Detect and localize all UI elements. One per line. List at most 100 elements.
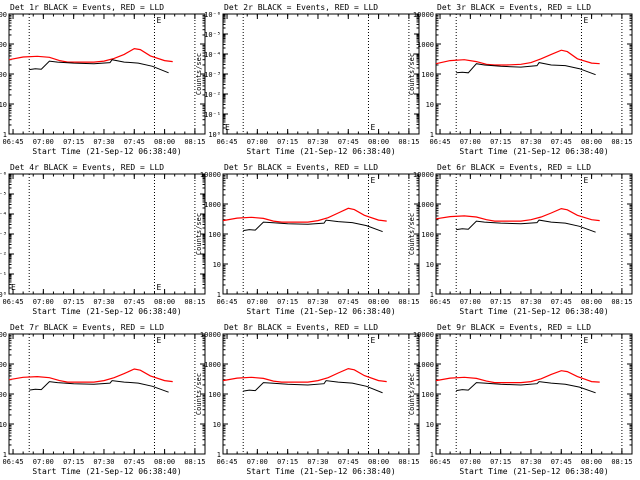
x-tick-label: 08:15 — [184, 458, 205, 466]
y-tick-label: 10000 — [200, 171, 221, 179]
x-tick-label: 07:15 — [63, 298, 84, 306]
y-tick-label: 10⁻² — [204, 91, 221, 99]
x-tick-label: 08:00 — [154, 458, 175, 466]
y-tick-label: 10⁻⁴ — [204, 51, 221, 59]
x-tick-label: 08:00 — [581, 458, 602, 466]
y-tick-label: 10⁻³ — [204, 71, 221, 79]
plot-frame — [435, 13, 633, 135]
x-tick-label: 08:00 — [368, 458, 389, 466]
x-tick-label: 07:45 — [338, 458, 359, 466]
x-tick-label: 08:00 — [581, 298, 602, 306]
plot-frame — [8, 13, 206, 135]
panel-det-4: Det 4r BLACK = Events, RED = LLD 10⁰ 10⁻¹ 1… — [0, 163, 206, 316]
y-tick-label: 10 — [426, 101, 434, 109]
x-tick-label: 07:15 — [490, 138, 511, 146]
y-tick-label: 10000 — [0, 11, 7, 19]
y-axis-label: Counts/sec — [408, 53, 416, 95]
x-tick-label: 07:15 — [490, 458, 511, 466]
y-tick-label: 100 — [0, 391, 7, 399]
x-tick-label: 07:45 — [551, 458, 572, 466]
panel-title: Det 1r BLACK = Events, RED = LLD — [10, 3, 164, 12]
x-tick-label: 06:45 — [217, 298, 238, 306]
x-tick-label: 07:30 — [307, 298, 328, 306]
x-tick-label: 07:30 — [520, 298, 541, 306]
x-tick-label: 07:00 — [247, 138, 268, 146]
x-axis-label: Start Time (21-Sep-12 06:38:40) — [459, 467, 608, 476]
x-tick-label: 08:15 — [398, 298, 419, 306]
y-tick-label: 10 — [0, 421, 7, 429]
lld-series-line — [435, 370, 600, 384]
x-tick-label: 08:00 — [154, 298, 175, 306]
y-tick-label: 1 — [3, 451, 7, 459]
plot-frame — [8, 173, 206, 295]
y-axis-label: Counts/sec — [408, 373, 416, 415]
panel-det-1: Det 1r BLACK = Events, RED = LLD 1 10 100 10… — [0, 3, 206, 156]
y-axis-label: Counts/sec — [195, 53, 203, 95]
plot-frame — [435, 333, 633, 455]
x-tick-label: 06:45 — [3, 298, 24, 306]
x-tick-label: 07:15 — [277, 458, 298, 466]
x-tick-label: 07:45 — [551, 138, 572, 146]
events-series-line — [456, 381, 596, 394]
y-tick-label: 100 — [421, 71, 434, 79]
x-tick-label: 08:00 — [581, 138, 602, 146]
x-tick-label: 07:15 — [63, 138, 84, 146]
interval-marker-label: E — [156, 336, 161, 345]
panel-det-2: Det 2r BLACK = Events, RED = LLD 10⁰ 10⁻¹ 1… — [195, 3, 420, 156]
x-tick-label: 07:30 — [93, 298, 114, 306]
x-tick-label: 07:45 — [338, 138, 359, 146]
y-tick-label: 100 — [0, 71, 7, 79]
y-tick-label: 100 — [421, 391, 434, 399]
panel-title: Det 8r BLACK = Events, RED = LLD — [224, 323, 378, 332]
y-tick-label: 10⁻¹ — [204, 111, 221, 119]
y-tick-label: 1000 — [417, 201, 434, 209]
x-tick-label: 07:00 — [33, 298, 54, 306]
x-tick-label: 08:15 — [611, 458, 632, 466]
panel-det-3: Det 3r BLACK = Events, RED = LLD 1 10 100 10… — [408, 3, 633, 156]
lld-series-line — [435, 49, 600, 66]
x-tick-label: 07:00 — [33, 138, 54, 146]
x-tick-label: 07:15 — [277, 298, 298, 306]
interval-marker-label: E — [370, 336, 375, 345]
interval-marker-label: E — [583, 176, 588, 185]
x-tick-label: 07:30 — [520, 458, 541, 466]
y-tick-label: 10⁻⁶ — [0, 171, 7, 179]
x-tick-label: 07:30 — [307, 458, 328, 466]
x-tick-label: 07:45 — [338, 298, 359, 306]
x-axis-label: Start Time (21-Sep-12 06:38:40) — [32, 147, 181, 156]
interval-marker-label: E — [583, 16, 588, 25]
panel-title: Det 5r BLACK = Events, RED = LLD — [224, 163, 378, 172]
plot-frame — [222, 13, 420, 135]
plot-frame — [222, 173, 420, 295]
y-tick-label: 100 — [421, 231, 434, 239]
lld-series-line — [435, 207, 600, 222]
x-tick-label: 06:45 — [217, 458, 238, 466]
y-tick-label: 10000 — [413, 331, 434, 339]
y-tick-label: 1 — [217, 291, 221, 299]
y-axis-label: Counts/sec — [408, 213, 416, 255]
interval-marker-label: E — [225, 123, 230, 132]
panel-title: Det 4r BLACK = Events, RED = LLD — [10, 163, 164, 172]
x-tick-label: 07:30 — [307, 138, 328, 146]
x-tick-label: 08:15 — [398, 458, 419, 466]
x-tick-label: 07:45 — [124, 458, 145, 466]
y-tick-label: 100 — [208, 231, 221, 239]
y-axis-label: Counts/sec — [195, 213, 203, 255]
lld-series-line — [8, 47, 173, 63]
y-tick-label: 1 — [3, 131, 7, 139]
interval-marker-label: E — [370, 123, 375, 132]
x-tick-label: 07:15 — [277, 138, 298, 146]
y-tick-label: 1 — [430, 291, 434, 299]
y-tick-label: 10000 — [413, 171, 434, 179]
y-tick-label: 1000 — [417, 41, 434, 49]
panel-det-9: Det 9r BLACK = Events, RED = LLD 1 10 100 10… — [408, 323, 633, 476]
x-tick-label: 07:45 — [124, 138, 145, 146]
x-tick-label: 07:30 — [93, 138, 114, 146]
x-axis-label: Start Time (21-Sep-12 06:38:40) — [32, 467, 181, 476]
interval-marker-label: E — [156, 283, 161, 292]
x-tick-label: 06:45 — [430, 138, 451, 146]
x-tick-label: 06:45 — [430, 458, 451, 466]
y-tick-label: 10⁰ — [0, 291, 7, 299]
y-tick-label: 10000 — [413, 11, 434, 19]
